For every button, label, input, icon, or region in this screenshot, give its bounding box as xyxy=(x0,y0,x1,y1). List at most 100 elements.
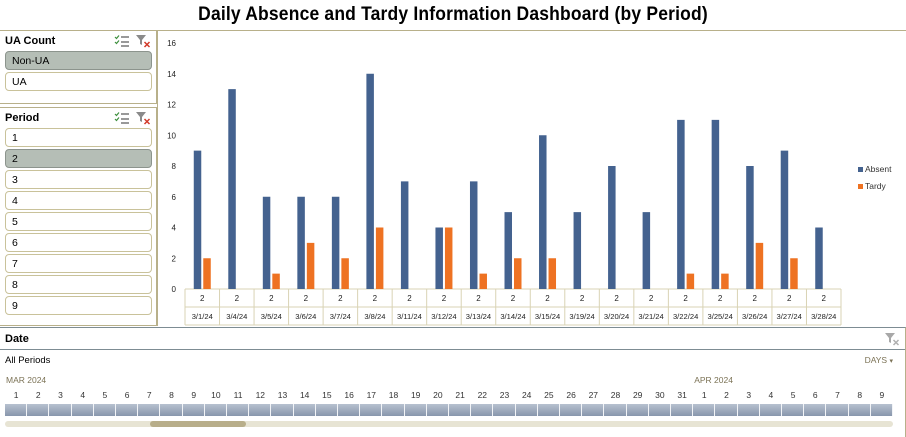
absence-tardy-chart: 0 2 4 6 8 10 12 14 16 2 3/1/24 2 3/4/24 2 3/5/24 2 3/6/2… xyxy=(157,30,906,326)
timeline-day-cell[interactable] xyxy=(870,404,893,416)
period-slicer-item[interactable]: 3 xyxy=(5,170,152,189)
timeline-day-cell[interactable] xyxy=(116,404,139,416)
x-outer-category-label: 2 xyxy=(545,294,550,303)
timeline-day-cell[interactable] xyxy=(804,404,827,416)
timeline-day-cell[interactable] xyxy=(759,404,782,416)
x-tick-label: 3/22/24 xyxy=(673,312,698,321)
x-outer-category-label: 2 xyxy=(407,294,412,303)
ua-count-slicer: UA Count Non-UA UA xyxy=(0,30,157,104)
period-slicer-item[interactable]: 7 xyxy=(5,254,152,273)
timeline-day-cell[interactable] xyxy=(582,404,605,416)
timeline-day-cell[interactable] xyxy=(449,404,472,416)
timeline-day-cell[interactable] xyxy=(315,404,338,416)
timeline-day-label: 20 xyxy=(433,390,443,400)
y-tick-label: 2 xyxy=(172,254,177,263)
x-outer-category-label: 2 xyxy=(200,294,205,303)
timeline-day-cell[interactable] xyxy=(293,404,316,416)
clear-filter-icon[interactable] xyxy=(135,111,151,125)
timeline-day-cell[interactable] xyxy=(560,404,583,416)
x-tick-label: 3/19/24 xyxy=(569,312,594,321)
timeline-day-label: 11 xyxy=(233,390,243,400)
bar-absent xyxy=(746,166,754,289)
timeline-day-label: 12 xyxy=(255,390,266,400)
timeline-day-cell[interactable] xyxy=(227,404,250,416)
timeline-day-cell[interactable] xyxy=(715,404,738,416)
timeline-day-cell[interactable] xyxy=(737,404,760,416)
period-slicer-item[interactable]: 4 xyxy=(5,191,152,210)
period-slicer-item[interactable]: 1 xyxy=(5,128,152,147)
timeline-day-cell[interactable] xyxy=(404,404,427,416)
date-timeline: Date All Periods DAYS ▾ MAR 2024 APR 2024… xyxy=(0,327,906,437)
clear-filter-icon[interactable] xyxy=(884,332,900,346)
timeline-day-label: 10 xyxy=(211,390,221,400)
timeline-day-cell[interactable] xyxy=(182,404,205,416)
timeline-day-cell[interactable] xyxy=(426,404,449,416)
bar-absent xyxy=(642,212,651,289)
timeline-month-label: MAR 2024 xyxy=(6,375,47,385)
timeline-level-dropdown[interactable]: DAYS ▾ xyxy=(865,355,893,365)
timeline-day-label: 6 xyxy=(812,390,818,400)
timeline-day-cell[interactable] xyxy=(249,404,272,416)
timeline-day-cell[interactable] xyxy=(138,404,161,416)
x-outer-category-label: 2 xyxy=(614,294,619,303)
timeline-day-cell[interactable] xyxy=(360,404,383,416)
timeline-day-cell[interactable] xyxy=(271,404,294,416)
x-tick-label: 3/27/24 xyxy=(777,312,802,321)
timeline-day-cell[interactable] xyxy=(604,404,627,416)
bar-tardy xyxy=(755,242,764,289)
timeline-scrollbar[interactable] xyxy=(5,421,893,427)
timeline-day-cell[interactable] xyxy=(648,404,671,416)
timeline-day-cell[interactable] xyxy=(27,404,50,416)
period-slicer-item[interactable]: 6 xyxy=(5,233,152,252)
ua-count-slicer-title: UA Count xyxy=(5,35,56,47)
multi-select-icon[interactable] xyxy=(114,111,130,125)
timeline-day-bar[interactable] xyxy=(5,404,893,416)
x-tick-label: 3/13/24 xyxy=(466,312,491,321)
x-tick-label: 3/5/24 xyxy=(261,312,282,321)
timeline-day-cell[interactable] xyxy=(382,404,405,416)
timeline-day-cell[interactable] xyxy=(204,404,227,416)
multi-select-icon[interactable] xyxy=(114,34,130,48)
period-slicer-item[interactable]: 5 xyxy=(5,212,152,231)
timeline-day-cell[interactable] xyxy=(782,404,805,416)
timeline-day-label: 22 xyxy=(477,390,488,400)
timeline-day-cell[interactable] xyxy=(5,404,28,416)
timeline-day-cell[interactable] xyxy=(671,404,694,416)
ua-count-slicer-item[interactable]: Non-UA xyxy=(5,51,152,70)
y-tick-label: 10 xyxy=(167,131,176,140)
ua-count-slicer-item[interactable]: UA xyxy=(5,72,152,91)
period-slicer-header: Period xyxy=(0,108,156,128)
period-slicer: Period 1 2 3 4 5 6 7 8 9 xyxy=(0,107,157,326)
timeline-day-label: 9 xyxy=(879,390,885,400)
timeline-day-cell[interactable] xyxy=(160,404,183,416)
x-outer-category-label: 2 xyxy=(580,294,585,303)
timeline-day-cell[interactable] xyxy=(826,404,849,416)
timeline-day-cell[interactable] xyxy=(93,404,116,416)
timeline-scroll-thumb[interactable] xyxy=(150,421,246,427)
period-slicer-item[interactable]: 8 xyxy=(5,275,152,294)
timeline-day-cell[interactable] xyxy=(471,404,494,416)
timeline-title: Date xyxy=(5,332,29,345)
x-tick-label: 3/11/24 xyxy=(397,312,422,321)
timeline-day-label: 5 xyxy=(102,390,108,400)
period-slicer-item[interactable]: 2 xyxy=(5,149,152,168)
period-slicer-item[interactable]: 9 xyxy=(5,296,152,315)
bar-absent xyxy=(677,119,685,289)
y-tick-label: 8 xyxy=(172,162,177,171)
timeline-day-cell[interactable] xyxy=(338,404,361,416)
timeline-day-cell[interactable] xyxy=(693,404,716,416)
timeline-day-cell[interactable] xyxy=(626,404,649,416)
timeline-day-cell[interactable] xyxy=(493,404,516,416)
timeline-day-label: 2 xyxy=(35,390,41,400)
timeline-day-cell[interactable] xyxy=(71,404,94,416)
timeline-day-cell[interactable] xyxy=(848,404,871,416)
clear-filter-icon[interactable] xyxy=(135,34,151,48)
bar-absent xyxy=(400,181,409,289)
timeline-day-label: 29 xyxy=(632,390,643,400)
x-outer-category-label: 2 xyxy=(269,294,274,303)
timeline-day-cell[interactable] xyxy=(49,404,72,416)
bar-absent xyxy=(608,166,616,289)
timeline-day-cell[interactable] xyxy=(537,404,560,416)
timeline-day-cell[interactable] xyxy=(515,404,538,416)
timeline-day-label: 3 xyxy=(746,390,752,400)
